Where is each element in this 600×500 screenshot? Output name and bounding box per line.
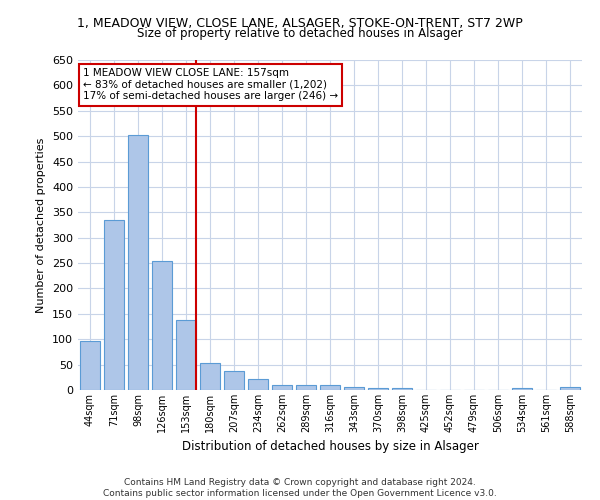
Bar	[272, 385, 292, 390]
Bar	[560, 387, 580, 390]
X-axis label: Distribution of detached houses by size in Alsager: Distribution of detached houses by size …	[182, 440, 478, 454]
Bar	[296, 385, 316, 390]
Bar	[104, 220, 124, 390]
Bar	[512, 388, 532, 390]
Bar	[80, 341, 100, 390]
Bar	[224, 371, 244, 390]
Bar	[368, 388, 388, 390]
Bar	[248, 379, 268, 390]
Bar	[128, 134, 148, 390]
Bar	[320, 385, 340, 390]
Bar	[344, 388, 364, 390]
Y-axis label: Number of detached properties: Number of detached properties	[37, 138, 46, 312]
Text: Size of property relative to detached houses in Alsager: Size of property relative to detached ho…	[137, 28, 463, 40]
Text: Contains HM Land Registry data © Crown copyright and database right 2024.
Contai: Contains HM Land Registry data © Crown c…	[103, 478, 497, 498]
Text: 1 MEADOW VIEW CLOSE LANE: 157sqm
← 83% of detached houses are smaller (1,202)
17: 1 MEADOW VIEW CLOSE LANE: 157sqm ← 83% o…	[83, 68, 338, 102]
Bar	[200, 362, 220, 390]
Bar	[176, 320, 196, 390]
Bar	[392, 388, 412, 390]
Bar	[152, 260, 172, 390]
Text: 1, MEADOW VIEW, CLOSE LANE, ALSAGER, STOKE-ON-TRENT, ST7 2WP: 1, MEADOW VIEW, CLOSE LANE, ALSAGER, STO…	[77, 18, 523, 30]
